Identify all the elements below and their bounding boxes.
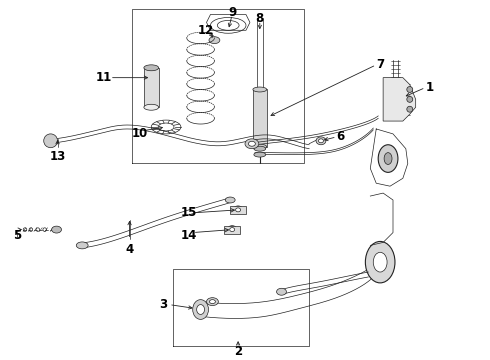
Text: 15: 15 [181,206,197,219]
Ellipse shape [51,226,61,233]
Ellipse shape [373,252,387,272]
Ellipse shape [206,298,219,306]
Ellipse shape [276,288,287,295]
Text: 4: 4 [125,243,134,256]
Ellipse shape [144,65,159,71]
Text: 10: 10 [131,127,147,140]
Polygon shape [224,226,240,234]
Polygon shape [230,206,246,214]
Text: 14: 14 [181,229,197,242]
Ellipse shape [254,146,266,151]
Ellipse shape [230,228,235,231]
Ellipse shape [233,206,243,214]
Ellipse shape [366,242,395,283]
Bar [144,68,159,107]
Ellipse shape [76,242,88,249]
Circle shape [44,134,57,148]
Ellipse shape [316,137,326,145]
Text: 11: 11 [96,71,112,84]
Ellipse shape [193,300,208,319]
Ellipse shape [254,152,266,157]
Ellipse shape [378,145,398,172]
Circle shape [407,106,413,112]
Ellipse shape [227,226,237,234]
Ellipse shape [236,208,241,212]
Circle shape [407,96,413,102]
Polygon shape [383,78,416,121]
Text: 3: 3 [159,298,167,311]
Text: 12: 12 [197,24,214,37]
Circle shape [407,86,413,93]
Ellipse shape [253,87,267,92]
Ellipse shape [318,139,323,143]
Ellipse shape [144,104,159,110]
Ellipse shape [248,141,255,146]
Ellipse shape [384,153,392,165]
Ellipse shape [209,37,220,44]
Text: 2: 2 [234,346,242,359]
Text: 1: 1 [425,81,434,94]
Text: 9: 9 [228,6,236,19]
Ellipse shape [210,300,216,303]
Ellipse shape [245,139,259,149]
Text: 8: 8 [256,12,264,25]
Text: 6: 6 [337,130,345,143]
Bar [253,90,267,147]
Ellipse shape [196,305,204,314]
Text: 5: 5 [13,229,21,242]
Ellipse shape [225,197,235,203]
Text: 13: 13 [49,150,66,163]
Ellipse shape [253,144,267,149]
Text: 7: 7 [376,58,384,71]
